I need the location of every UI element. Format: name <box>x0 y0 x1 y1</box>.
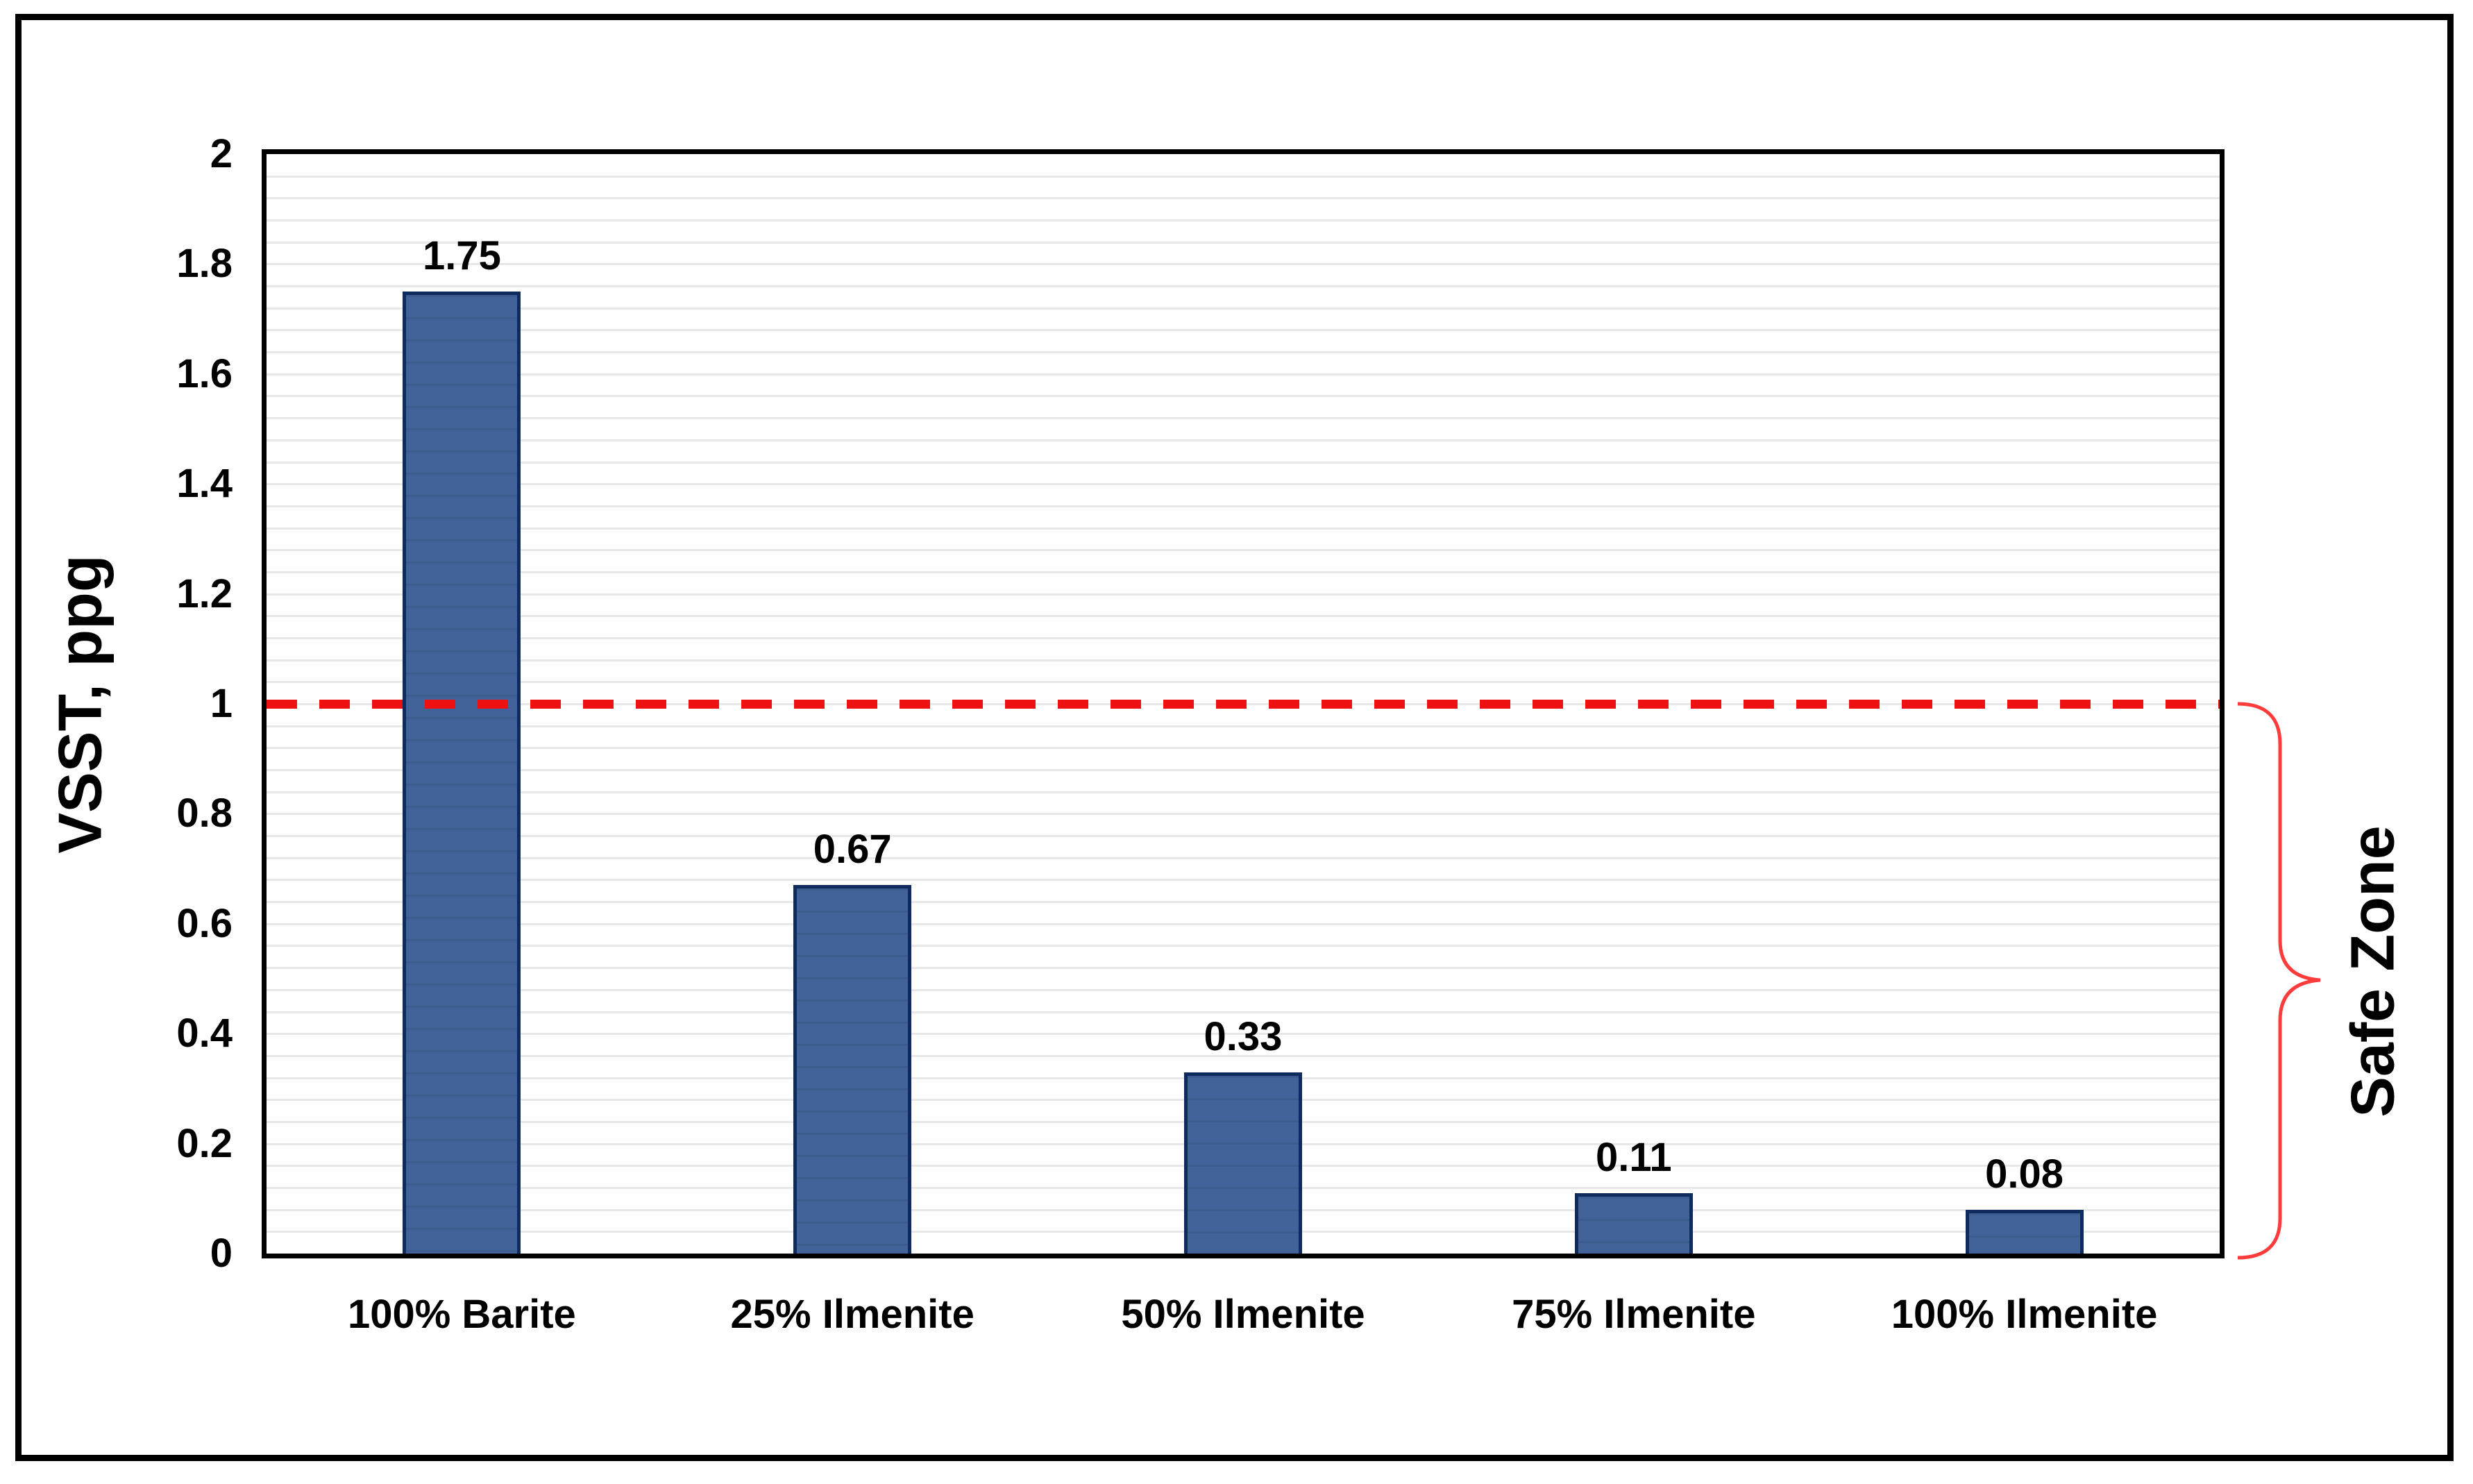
minor-gridline <box>267 461 2220 464</box>
plot-area: 1.75 0.67 0.33 0.11 0.08 <box>262 149 2225 1258</box>
data-label: 0.67 <box>813 827 892 872</box>
bar-50% Ilmenite <box>1184 1072 1302 1254</box>
minor-gridline <box>267 857 2220 859</box>
outer-frame <box>15 14 2454 1461</box>
y-axis-tick-labels: 0 0.2 0.4 0.6 0.8 1 1.2 1.4 1.6 1.8 2 <box>83 0 233 1484</box>
y-tick-label: 1.4 <box>176 461 233 507</box>
safe-zone-brace <box>2237 702 2321 1260</box>
minor-gridline <box>267 505 2220 507</box>
minor-gridline <box>267 241 2220 244</box>
y-tick-label: 0 <box>210 1231 233 1276</box>
minor-gridline <box>267 659 2220 661</box>
y-tick-label: 1.2 <box>176 571 233 616</box>
x-axis-labels: 100% Barite 25% Ilmenite 50% Ilmenite 75% I… <box>262 1292 2225 1348</box>
minor-gridline <box>267 988 2220 991</box>
minor-gridline <box>267 747 2220 750</box>
x-tick-label: 100% Barite <box>347 1292 576 1337</box>
data-label: 0.08 <box>1985 1151 2064 1197</box>
bar-100% Ilmenite <box>1965 1209 2084 1254</box>
y-tick-label: 0.8 <box>176 791 233 836</box>
bar-25% Ilmenite <box>793 885 912 1254</box>
y-tick-label: 0.2 <box>176 1120 233 1166</box>
minor-gridline <box>267 549 2220 552</box>
x-tick-label: 25% Ilmenite <box>730 1292 974 1337</box>
y-tick-label: 0.6 <box>176 900 233 946</box>
minor-gridline <box>267 329 2220 332</box>
safe-zone-label: Safe Zone <box>2338 825 2407 1118</box>
minor-gridline <box>267 1011 2220 1013</box>
minor-gridline <box>267 615 2220 618</box>
minor-gridline <box>267 945 2220 947</box>
bar-100% Barite <box>403 292 521 1254</box>
minor-gridline <box>267 879 2220 882</box>
x-tick-label: 50% Ilmenite <box>1121 1292 1365 1337</box>
minor-gridline <box>267 922 2220 925</box>
minor-gridline <box>267 483 2220 486</box>
minor-gridline <box>267 439 2220 441</box>
minor-gridline <box>267 263 2220 266</box>
minor-gridline <box>267 285 2220 288</box>
data-label: 0.11 <box>1595 1134 1672 1180</box>
y-tick-label: 2 <box>210 131 233 176</box>
minor-gridline <box>267 769 2220 772</box>
minor-gridline <box>267 1054 2220 1057</box>
minor-gridline <box>267 219 2220 222</box>
minor-gridline <box>267 175 2220 178</box>
minor-gridline <box>267 197 2220 200</box>
minor-gridline <box>267 417 2220 420</box>
minor-gridline <box>267 901 2220 904</box>
minor-gridline <box>267 351 2220 354</box>
minor-gridline <box>267 636 2220 639</box>
minor-gridline <box>267 681 2220 684</box>
data-label: 1.75 <box>422 233 501 278</box>
minor-gridline <box>267 527 2220 530</box>
minor-gridline <box>267 593 2220 596</box>
minor-gridline <box>267 373 2220 376</box>
minor-gridline <box>267 967 2220 970</box>
x-tick-label: 100% Ilmenite <box>1891 1292 2158 1337</box>
minor-gridline <box>267 307 2220 310</box>
minor-gridline <box>267 395 2220 398</box>
minor-gridline <box>267 791 2220 793</box>
y-tick-label: 1.6 <box>176 351 233 396</box>
y-tick-label: 1.8 <box>176 241 233 287</box>
minor-gridline <box>267 1033 2220 1036</box>
minor-gridline <box>267 571 2220 573</box>
minor-gridline <box>267 725 2220 727</box>
y-tick-label: 1 <box>210 681 233 726</box>
y-tick-label: 0.4 <box>176 1011 233 1056</box>
data-label: 0.33 <box>1204 1013 1283 1059</box>
bar-75% Ilmenite <box>1574 1192 1693 1254</box>
threshold-dashed-line <box>267 700 2220 709</box>
x-tick-label: 75% Ilmenite <box>1512 1292 1756 1337</box>
minor-gridline <box>267 813 2220 816</box>
minor-gridline <box>267 835 2220 838</box>
